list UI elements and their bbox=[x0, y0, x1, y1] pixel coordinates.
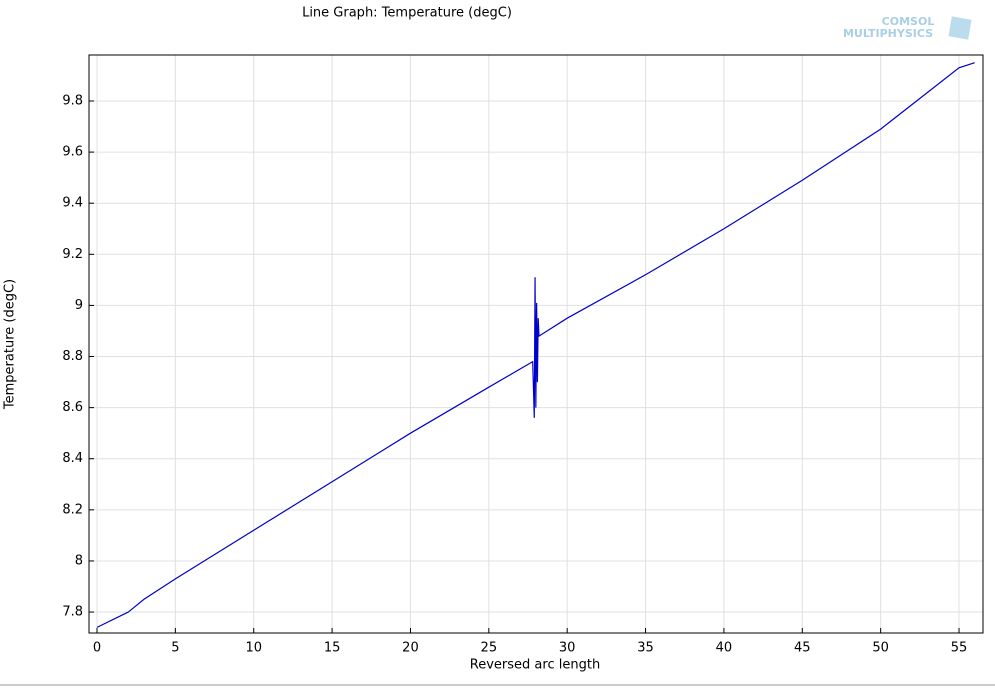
y-tick-label: 9.2 bbox=[62, 247, 83, 262]
y-tick-label: 8.8 bbox=[62, 349, 83, 364]
data-line bbox=[96, 62, 975, 628]
x-axis-label: Reversed arc length bbox=[470, 658, 600, 673]
x-tick-label: 25 bbox=[481, 641, 498, 656]
y-tick-label: 8.4 bbox=[62, 451, 83, 466]
x-tick-label: 15 bbox=[324, 641, 341, 656]
x-tick-label: 5 bbox=[171, 641, 179, 656]
y-tick-label: 9.8 bbox=[62, 93, 83, 108]
x-tick-label: 10 bbox=[245, 641, 262, 656]
x-tick-label: 40 bbox=[716, 641, 733, 656]
x-tick-label: 55 bbox=[951, 641, 968, 656]
watermark: MULTIPHYSICS bbox=[843, 27, 933, 40]
x-tick-label: 20 bbox=[402, 641, 419, 656]
x-tick-label: 50 bbox=[872, 641, 889, 656]
logo bbox=[948, 16, 972, 40]
chart-title: Line Graph: Temperature (degC) bbox=[302, 6, 512, 21]
y-axis-label: Temperature (degC) bbox=[3, 279, 18, 410]
plot-frame bbox=[88, 54, 984, 634]
x-tick-label: 35 bbox=[637, 641, 654, 656]
y-tick-label: 9.4 bbox=[62, 196, 83, 211]
y-tick-label: 8.2 bbox=[62, 502, 83, 517]
watermark: COMSOL bbox=[882, 15, 935, 28]
y-tick-label: 8.6 bbox=[62, 400, 83, 415]
x-tick-label: 0 bbox=[93, 641, 101, 656]
y-tick-label: 7.8 bbox=[62, 605, 83, 620]
y-tick-label: 9 bbox=[75, 298, 83, 313]
x-tick-label: 45 bbox=[794, 641, 811, 656]
y-tick-label: 9.6 bbox=[62, 145, 83, 160]
y-tick-label: 8 bbox=[75, 553, 83, 568]
x-tick-label: 30 bbox=[559, 641, 576, 656]
